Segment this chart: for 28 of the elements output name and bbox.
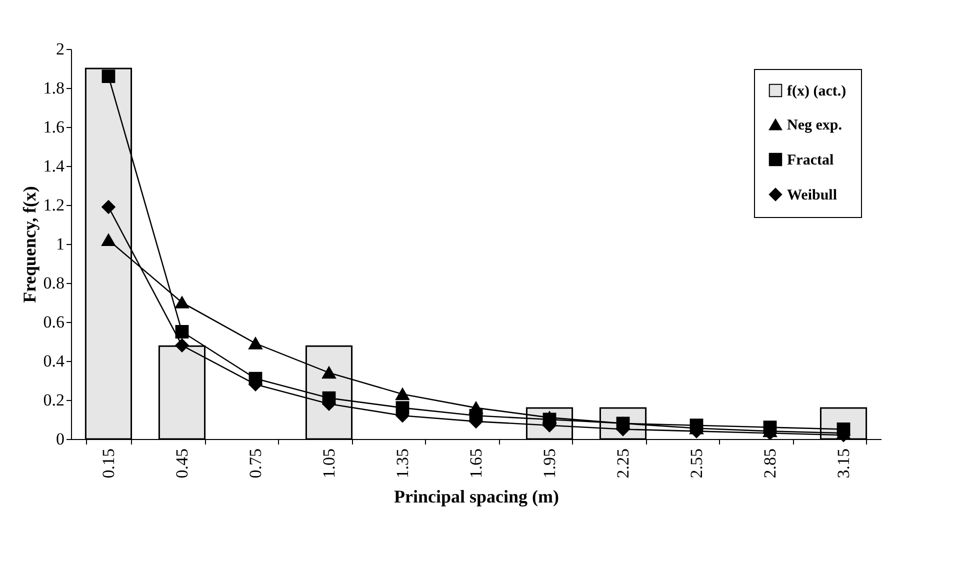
x-tick-label: 1.95 bbox=[540, 448, 560, 478]
x-tick-label: 2.25 bbox=[614, 448, 633, 478]
y-tick-label: 1.6 bbox=[43, 118, 64, 136]
x-tick-label: 3.15 bbox=[834, 448, 854, 478]
x-tick-label: 1.65 bbox=[466, 448, 486, 478]
legend-label: f(x) (act.) bbox=[787, 84, 846, 100]
x-tick-label: 0.45 bbox=[172, 448, 192, 478]
x-tick-label: 0.15 bbox=[98, 448, 118, 478]
y-tick-label: 0.6 bbox=[43, 312, 64, 332]
x-tick-label: 0.75 bbox=[246, 448, 265, 478]
x-tick-label: 2.85 bbox=[760, 448, 780, 478]
legend-label: Neg exp. bbox=[787, 118, 842, 134]
x-tick-label: 1.35 bbox=[392, 448, 412, 478]
x-tick-label: 2.55 bbox=[687, 448, 706, 478]
y-tick-label: 0 bbox=[56, 430, 64, 448]
x-tick-label: 1.05 bbox=[319, 448, 338, 478]
y-tick-label: 2 bbox=[56, 40, 64, 58]
x-axis-title: Principal spacing (m) bbox=[394, 486, 560, 506]
y-tick-label: 0.8 bbox=[43, 274, 64, 292]
legend-label: Weibull bbox=[787, 188, 838, 204]
y-tick-label: 1.8 bbox=[43, 78, 64, 98]
y-tick-label: 0.2 bbox=[43, 390, 64, 410]
legend-label: Fractal bbox=[787, 152, 834, 168]
y-tick-label: 0.4 bbox=[43, 352, 65, 370]
y-tick-label: 1.2 bbox=[43, 196, 64, 214]
y-tick-label: 1.4 bbox=[43, 156, 65, 176]
y-tick-label: 1 bbox=[56, 234, 64, 254]
y-axis-title: Frequency, f(x) bbox=[19, 186, 40, 303]
